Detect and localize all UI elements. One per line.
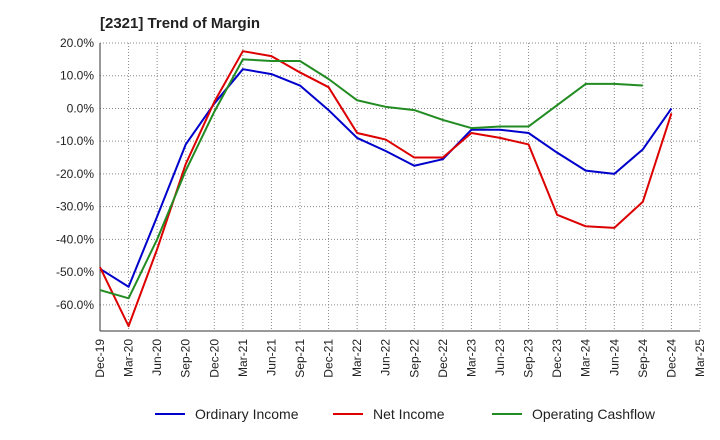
x-tick-label: Jun-24 bbox=[607, 339, 621, 376]
x-tick-label: Mar-22 bbox=[350, 339, 364, 377]
x-tick-label: Dec-23 bbox=[550, 339, 564, 378]
legend-label: Net Income bbox=[373, 406, 445, 422]
x-tick-label: Mar-25 bbox=[693, 339, 707, 377]
x-tick-label: Jun-22 bbox=[379, 339, 393, 376]
x-tick-label: Sep-21 bbox=[293, 339, 307, 378]
y-tick-label: -10.0% bbox=[56, 134, 94, 148]
x-tick-label: Dec-21 bbox=[322, 339, 336, 378]
y-tick-label: -60.0% bbox=[56, 298, 94, 312]
x-tick-label: Mar-24 bbox=[579, 339, 593, 377]
x-tick-label: Mar-21 bbox=[236, 339, 250, 377]
legend-label: Operating Cashflow bbox=[532, 406, 656, 422]
y-tick-label: -50.0% bbox=[56, 265, 94, 279]
x-tick-label: Dec-22 bbox=[436, 339, 450, 378]
x-tick-label: Sep-20 bbox=[179, 339, 193, 378]
x-tick-label: Jun-20 bbox=[150, 339, 164, 376]
series-line-ordinary-income bbox=[99, 68, 673, 288]
y-tick-label: -20.0% bbox=[56, 167, 94, 181]
x-tick-label: Sep-23 bbox=[522, 339, 536, 378]
x-tick-label: Dec-19 bbox=[93, 339, 107, 378]
legend-label: Ordinary Income bbox=[195, 406, 299, 422]
y-tick-label: 20.0% bbox=[60, 36, 94, 50]
x-tick-label: Mar-23 bbox=[464, 339, 478, 377]
x-tick-label: Mar-20 bbox=[122, 339, 136, 377]
x-tick-label: Sep-24 bbox=[636, 339, 650, 378]
x-tick-label: Sep-22 bbox=[407, 339, 421, 378]
y-tick-label: -40.0% bbox=[56, 232, 94, 246]
x-tick-label: Jun-21 bbox=[264, 339, 278, 376]
series-line-net-income bbox=[99, 50, 673, 328]
series-line-operating-cashflow bbox=[99, 58, 643, 300]
y-tick-label: 10.0% bbox=[60, 69, 94, 83]
y-tick-label: 0.0% bbox=[67, 101, 95, 115]
x-tick-label: Dec-20 bbox=[207, 339, 221, 378]
plot-area bbox=[100, 43, 700, 331]
chart-title: [2321] Trend of Margin bbox=[100, 15, 261, 32]
y-tick-label: -30.0% bbox=[56, 200, 94, 214]
x-tick-label: Dec-24 bbox=[664, 339, 678, 378]
x-tick-label: Jun-23 bbox=[493, 339, 507, 376]
